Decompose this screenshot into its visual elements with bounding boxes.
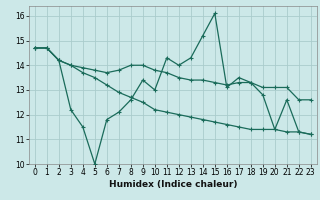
X-axis label: Humidex (Indice chaleur): Humidex (Indice chaleur) [108,180,237,189]
